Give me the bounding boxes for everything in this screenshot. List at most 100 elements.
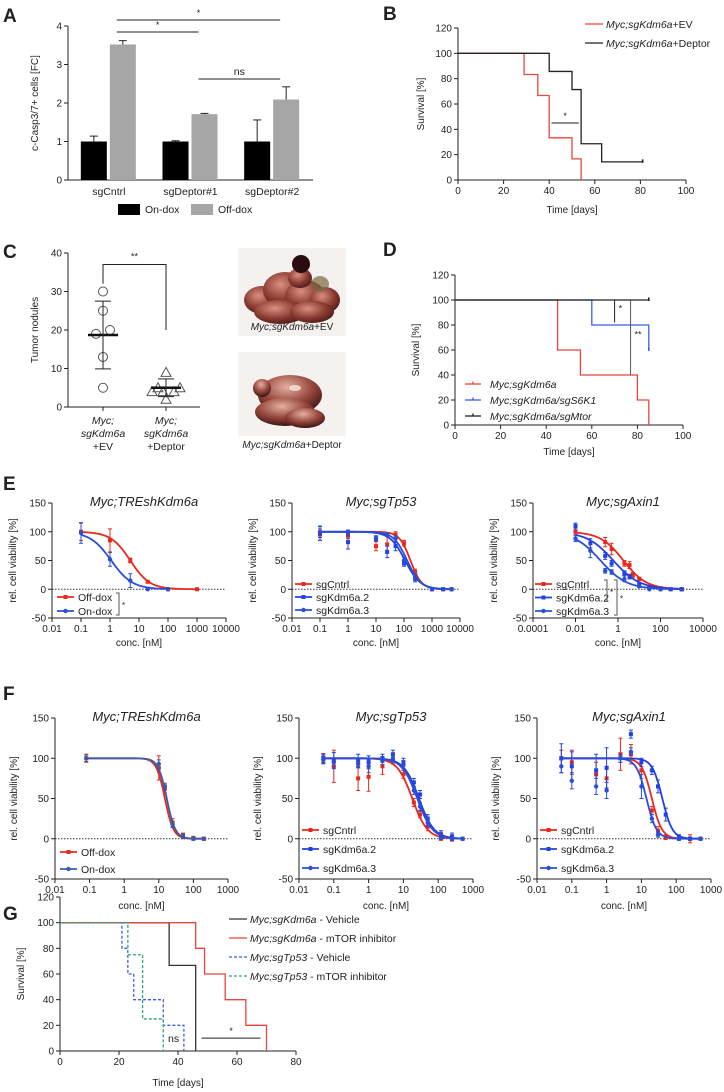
liver-photo-ev — [238, 248, 346, 336]
data-point — [622, 576, 627, 582]
significance-label: ns — [234, 66, 245, 78]
italic-part: Myc;sgKdm6a — [250, 933, 317, 945]
data-point — [128, 578, 133, 583]
photo-caption: Myc;sgKdm6a+Deptor — [242, 440, 342, 451]
y-tick-label: 120 — [37, 893, 54, 904]
chart-title: Myc;TREshKdm6a — [92, 709, 200, 724]
x-tick-label: 0.1 — [74, 624, 88, 635]
chart-title: Myc;sgTp53 — [356, 709, 428, 724]
panel-label: G — [3, 904, 18, 925]
y-tick-label: 0 — [521, 585, 527, 596]
y-axis-label: rel. cell viability [%] — [248, 518, 259, 603]
data-point — [301, 607, 306, 613]
y-tick-label: 50 — [275, 556, 287, 567]
data-point — [411, 800, 416, 805]
survival-curve — [455, 299, 650, 425]
y-tick-label: 120 — [432, 271, 449, 282]
data-point — [627, 563, 632, 568]
x-tick-label: 100 — [185, 885, 202, 896]
legend-label: sgCntrl — [323, 825, 356, 837]
data-point — [308, 828, 313, 832]
x-tick-label: 10 — [636, 885, 648, 896]
legend-label: sgKdm6a.2 — [561, 844, 614, 856]
data-point — [649, 808, 654, 813]
y-tick-label: 100 — [37, 918, 54, 929]
x-tick-label: 10 — [398, 885, 410, 896]
legend-label: sgKdm6a.2 — [316, 592, 369, 604]
data-point — [105, 325, 115, 335]
x-tick-label: 1 — [107, 624, 113, 635]
x-tick-label: 0.1 — [565, 885, 579, 896]
data-point — [128, 558, 133, 563]
data-point — [573, 524, 578, 528]
plain-part: +Deptor — [673, 38, 711, 50]
data-point — [195, 587, 199, 592]
chart-title: Myc;sgTp53 — [346, 494, 418, 509]
italic-part: Myc;sgTp53 — [250, 952, 307, 964]
y-tick-label: 20 — [51, 326, 63, 337]
x-tick-label: 10000 — [212, 624, 240, 635]
data-point — [569, 764, 574, 769]
y-tick-label: 100 — [269, 527, 286, 538]
data-point — [66, 866, 71, 872]
legend-label: sgKdm6a.3 — [561, 863, 614, 875]
legend-label: sgCntrl — [316, 579, 349, 591]
data-point — [321, 757, 326, 763]
x-tick-label: 100 — [430, 885, 447, 896]
y-tick-label: 20 — [43, 1021, 55, 1032]
x-tick-label: 20 — [495, 431, 507, 442]
legend-label: Off-dox — [81, 847, 116, 859]
x-tick-label: 100 — [396, 624, 413, 635]
legend-label: Myc;sgKdm6a — [490, 379, 557, 391]
bar-off-dox — [191, 114, 218, 180]
data-point — [658, 587, 663, 592]
italic-part: Myc;sgKdm6a — [606, 19, 673, 31]
panel-label: E — [3, 474, 16, 495]
x-axis-label: conc. [nM] — [116, 638, 162, 649]
panel-label: F — [3, 684, 15, 705]
significance-label: * — [620, 595, 623, 604]
y-tick-label: 50 — [516, 556, 528, 567]
data-point — [460, 836, 465, 841]
data-point — [78, 530, 84, 536]
x-tick-label: 10000 — [689, 624, 717, 635]
data-point — [156, 761, 161, 767]
data-point — [393, 532, 398, 537]
category-label: sgKdm6a — [81, 428, 126, 440]
significance-label: * — [156, 20, 160, 30]
data-point — [373, 535, 379, 540]
bar-on-dox — [80, 141, 107, 180]
data-point — [356, 776, 361, 781]
y-tick-label: -50 — [517, 875, 532, 886]
data-point — [594, 768, 599, 773]
x-tick-label: 60 — [586, 431, 598, 442]
italic-part: Myc;sgKdm6a — [606, 38, 673, 50]
y-tick-label: 40 — [438, 371, 450, 382]
y-tick-label: 80 — [441, 74, 453, 85]
legend-label: Myc;sgKdm6a - mTOR inhibitor — [250, 933, 397, 945]
significance-label: * — [563, 111, 567, 121]
plain-part: - mTOR inhibitor — [317, 933, 397, 945]
data-point — [317, 529, 323, 534]
data-point — [679, 587, 684, 592]
x-tick-label: 1000 — [217, 885, 240, 896]
data-point — [569, 778, 574, 783]
y-tick-label: 100 — [514, 754, 531, 765]
y-tick-label: 2 — [56, 99, 62, 110]
data-point — [301, 582, 306, 586]
y-tick-label: -50 — [272, 614, 287, 625]
italic-part: Myc;sgKdm6a — [490, 379, 557, 391]
x-tick-label: 20 — [498, 186, 510, 197]
data-point — [384, 532, 390, 537]
legend-label: Off-dox — [78, 592, 113, 604]
x-tick-label: 80 — [635, 186, 647, 197]
y-axis-label: rel. cell viability [%] — [491, 756, 502, 841]
italic-part: Myc;sgKdm6a — [251, 322, 315, 333]
data-point — [160, 366, 172, 377]
x-tick-label: 40 — [172, 1057, 184, 1068]
y-tick-label: 100 — [432, 296, 449, 307]
y-tick-label: -50 — [513, 614, 528, 625]
data-point — [559, 764, 564, 769]
data-point — [417, 804, 423, 809]
data-point — [107, 557, 113, 562]
